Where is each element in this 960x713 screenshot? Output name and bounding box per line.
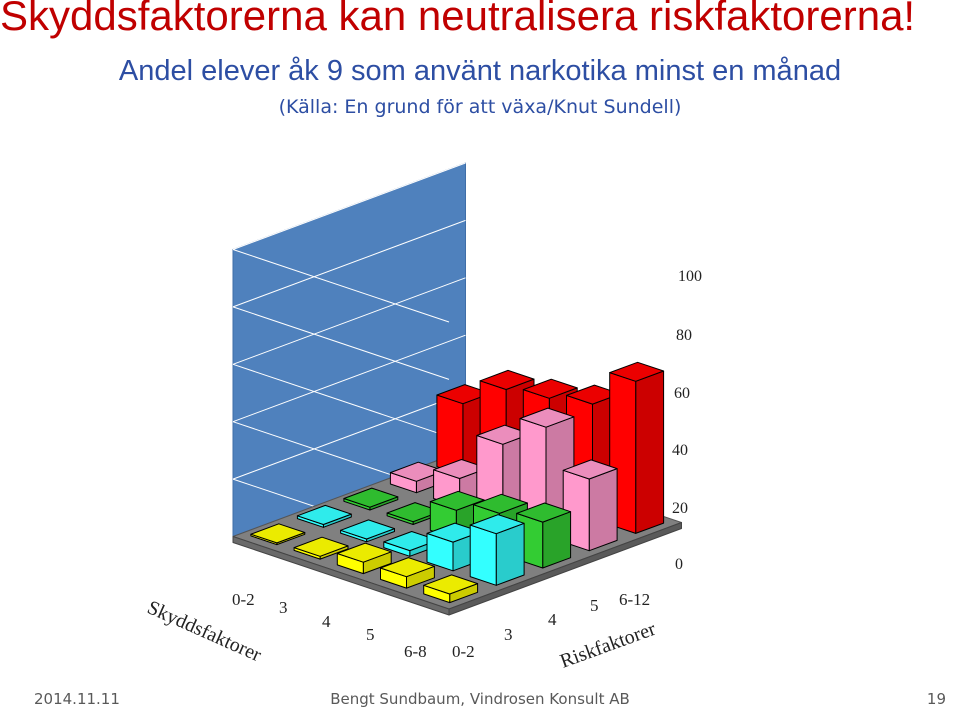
bar xyxy=(469,514,525,586)
y-tick-label: 0-2 xyxy=(232,590,255,609)
bar-top-face xyxy=(522,378,578,399)
bar-top-face xyxy=(250,523,306,544)
bar xyxy=(340,519,395,543)
bar-front-face xyxy=(635,370,665,534)
bar xyxy=(423,574,479,604)
chart-bars xyxy=(250,361,665,604)
gridline xyxy=(232,392,466,480)
gridline xyxy=(232,306,450,380)
z-tick-label: 0 xyxy=(675,556,683,573)
chart-source: (Källa: En grund för att växa/Knut Sunde… xyxy=(278,96,682,118)
gridline xyxy=(232,363,450,438)
x-tick-label: 6-12 xyxy=(619,590,650,609)
z-tick-label: 100 xyxy=(678,268,702,285)
bar-top-face xyxy=(423,574,479,595)
bar-top-face xyxy=(473,493,528,514)
bar-top-face xyxy=(343,487,399,508)
page-number: 19 xyxy=(926,690,946,708)
y-tick-label: 6-8 xyxy=(404,642,427,661)
bar-top-face xyxy=(296,504,352,525)
floor-edge-left xyxy=(232,536,450,616)
bar xyxy=(293,536,349,560)
bar-top-face xyxy=(562,459,618,480)
x-tick-label: 3 xyxy=(504,625,513,644)
bar-top-face xyxy=(479,369,535,390)
bar-front-face xyxy=(588,468,618,552)
bar-top-face xyxy=(469,514,525,535)
bar-top-face xyxy=(609,361,665,382)
x-tick-label: 5 xyxy=(590,596,599,615)
bar xyxy=(516,502,572,569)
gridline xyxy=(232,162,466,250)
bar xyxy=(343,487,399,511)
y-tick-label: 5 xyxy=(366,625,375,644)
gridline xyxy=(232,219,466,308)
footer-date: 2014.11.11 xyxy=(34,690,120,708)
footer-author: Bengt Sundbaum, Vindrosen Konsult AB xyxy=(330,690,630,708)
x-tick-label: 0-2 xyxy=(452,642,475,661)
gridline xyxy=(232,277,466,365)
bar xyxy=(250,523,306,546)
bar xyxy=(296,504,352,528)
x-axis-title: Riskfaktorer xyxy=(557,618,659,673)
y-tick-label: 3 xyxy=(279,598,288,617)
bar-top-face xyxy=(519,407,575,428)
chart-subtitle: Andel elever åk 9 som använt narkotika m… xyxy=(118,55,842,87)
z-tick-label: 60 xyxy=(674,385,690,402)
z-tick-label: 80 xyxy=(676,327,692,344)
y-tick-label: 4 xyxy=(322,612,331,631)
bar-top-face xyxy=(340,519,395,540)
bar-top-face xyxy=(336,542,392,563)
bar xyxy=(609,361,665,534)
bar xyxy=(380,557,435,589)
bar-top-face xyxy=(293,536,349,557)
gridline xyxy=(232,334,466,423)
x-tick-label: 4 xyxy=(548,610,557,629)
z-tick-label: 40 xyxy=(672,442,688,459)
bar-top-face xyxy=(429,490,485,511)
gridline xyxy=(232,249,450,323)
bar-top-face xyxy=(516,502,572,523)
bar xyxy=(562,459,618,552)
z-tick-label: 20 xyxy=(672,500,688,517)
bar-top-face xyxy=(380,557,435,578)
bar-side-face xyxy=(469,524,497,586)
slide-title: Skyddsfaktorerna kan neutralisera riskfa… xyxy=(0,0,916,39)
bar xyxy=(336,542,392,575)
